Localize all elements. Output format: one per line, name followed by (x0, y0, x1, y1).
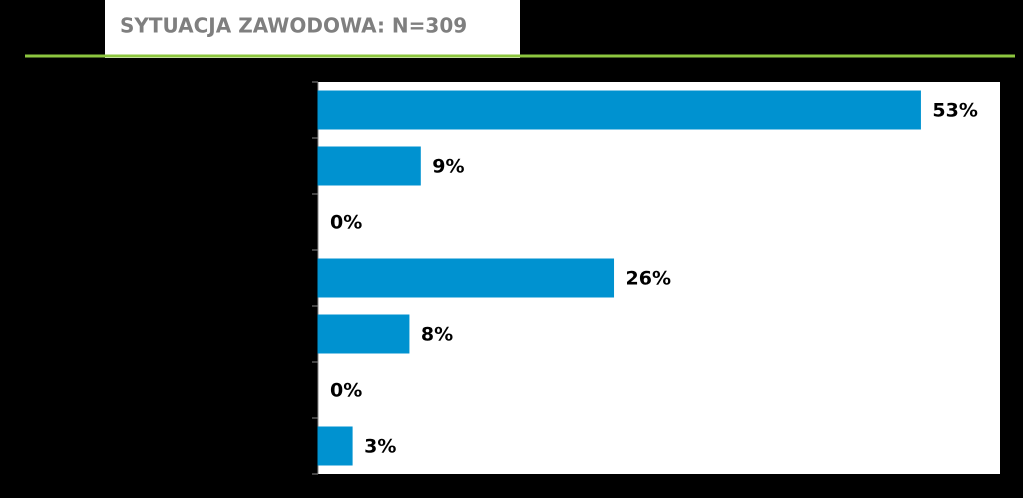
bar (317, 146, 421, 186)
value-label: 0% (330, 212, 362, 234)
value-label: 26% (626, 268, 671, 290)
value-label: 8% (421, 324, 453, 346)
value-label: 0% (330, 380, 362, 402)
value-label: 53% (932, 100, 977, 122)
bar (317, 258, 615, 298)
chart-title: SYTUACJA ZAWODOWA: N=309 (120, 14, 467, 38)
value-label: 3% (364, 436, 396, 458)
value-label: 9% (432, 156, 464, 178)
bar (317, 90, 921, 130)
bar (317, 426, 353, 466)
title-box (105, 0, 520, 58)
bar (317, 314, 410, 354)
